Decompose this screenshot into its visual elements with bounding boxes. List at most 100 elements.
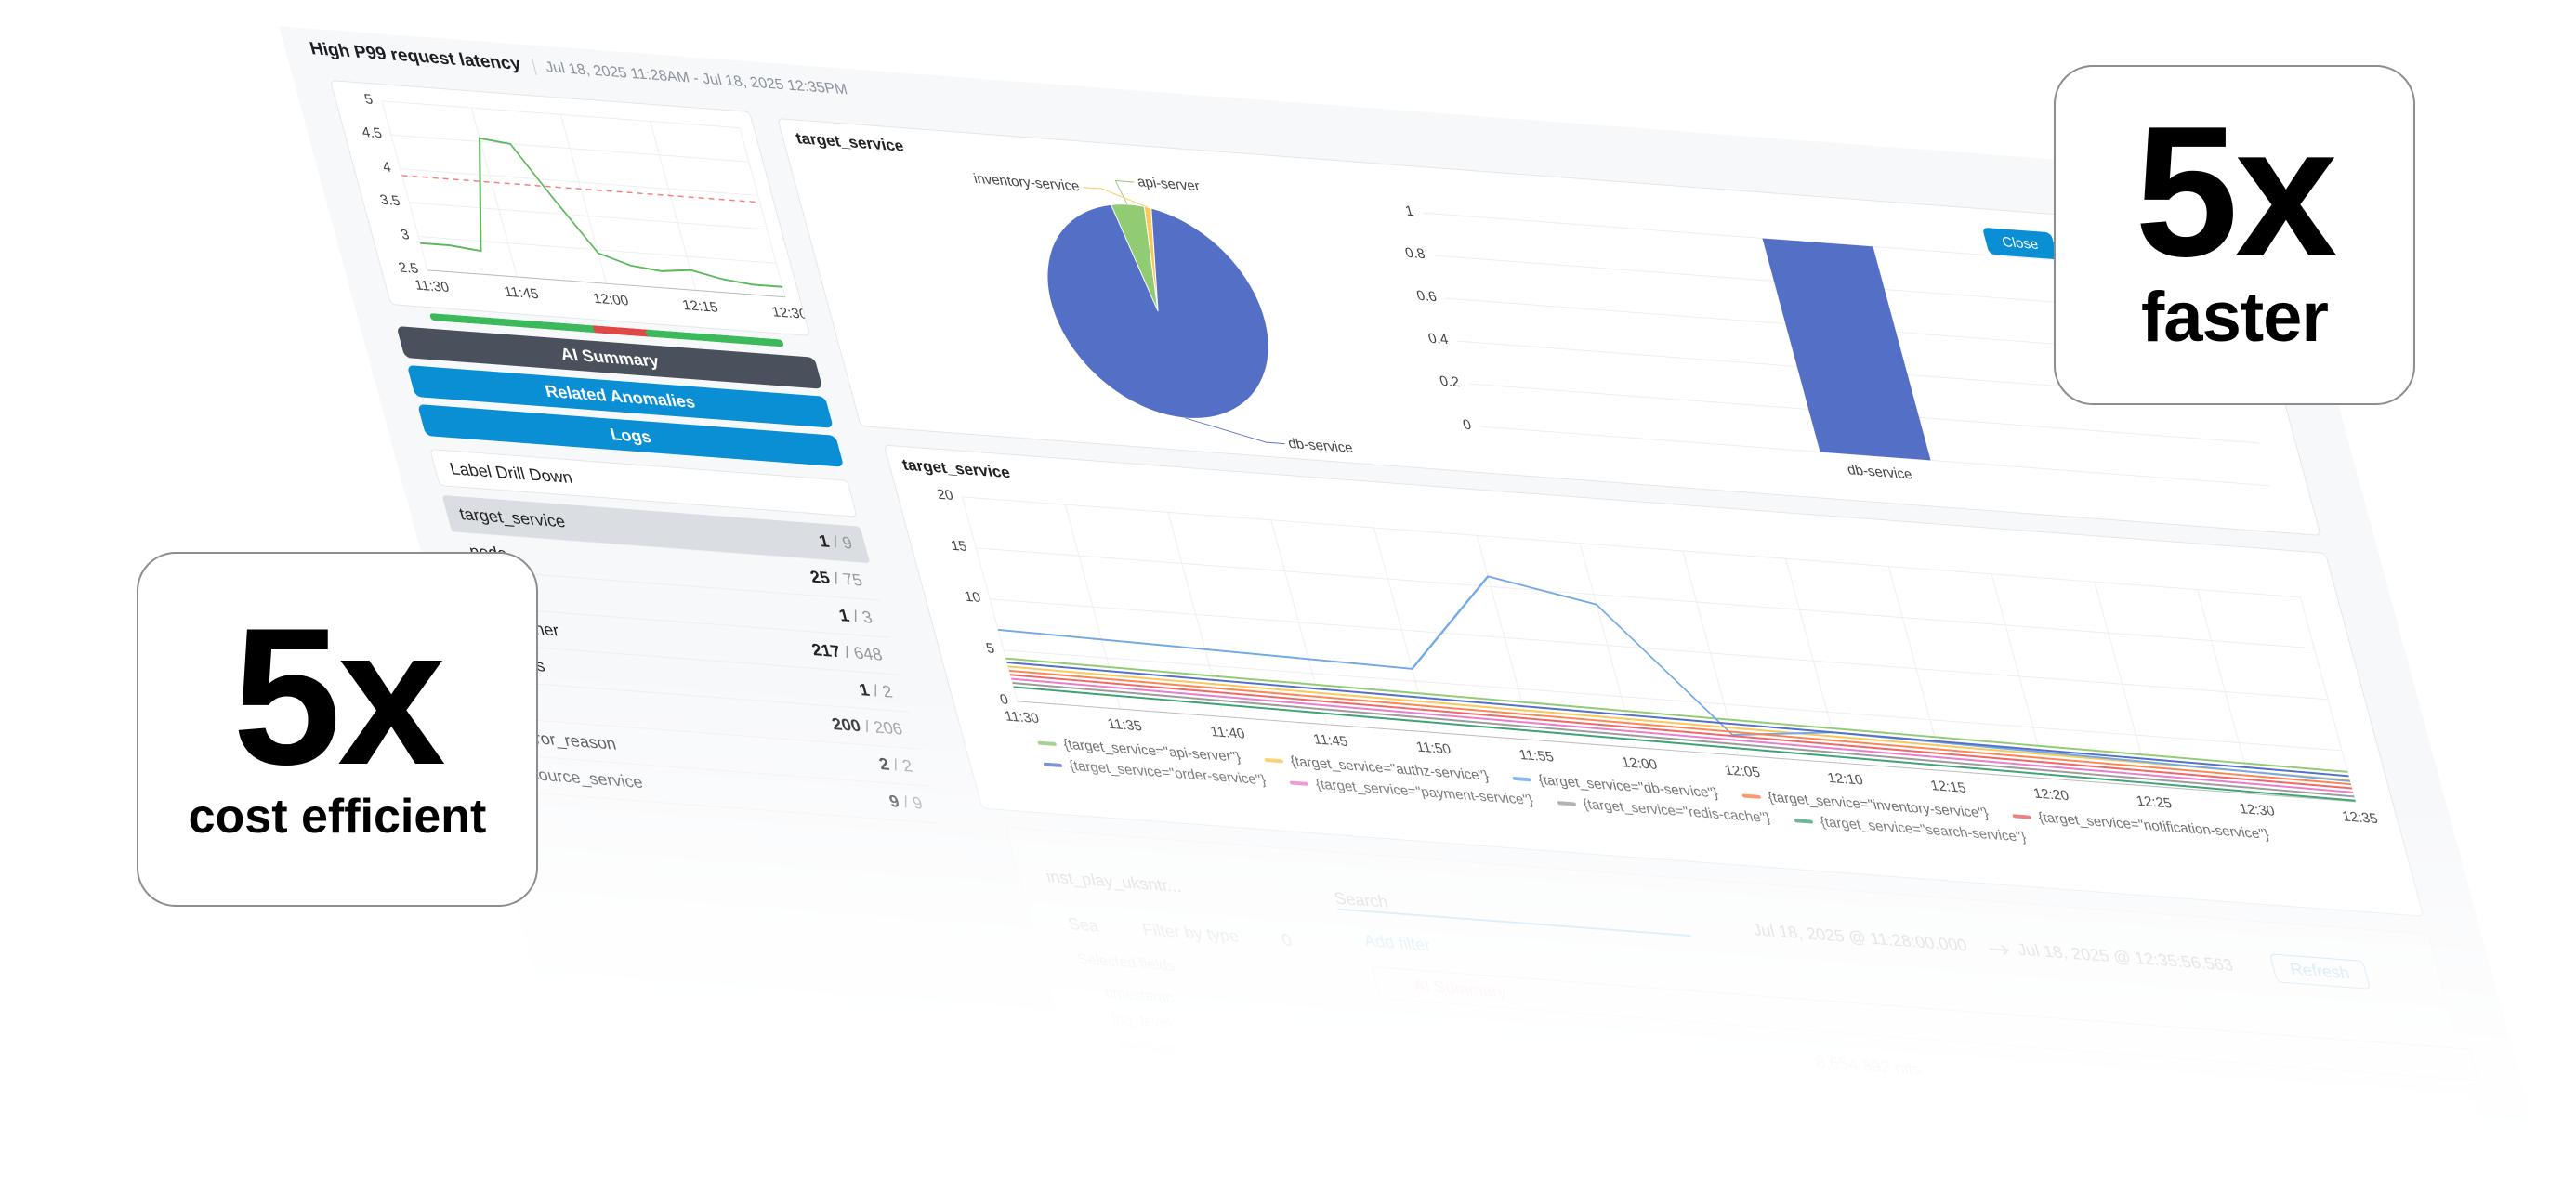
legend-item: {target_service="payment-service"} [1288, 774, 1535, 808]
x-tick-label: 11:55 [1518, 747, 1556, 765]
separator: / [831, 569, 842, 588]
row-count: 1/2 [857, 680, 895, 702]
line-series [1009, 674, 2353, 790]
field-search[interactable]: Sea [1065, 914, 1101, 936]
legend-swatch [1043, 762, 1063, 767]
line-series [1007, 665, 2350, 781]
y-tick-label: 1 [1403, 203, 1415, 219]
separator: / [890, 755, 901, 775]
separator: / [871, 681, 881, 701]
leader-line [1185, 417, 1285, 445]
grid-line [1479, 426, 2271, 487]
x-tick-label: 12:00 [591, 291, 630, 308]
add-filter[interactable]: Add filter [1361, 931, 1433, 955]
search-input[interactable]: Search [1332, 888, 1691, 937]
grid-line [2094, 582, 2150, 787]
pie-chart: api-server inventory-service db-service [972, 171, 1355, 455]
grid-line [559, 114, 608, 284]
x-tick-label: 12:10 [1826, 770, 1865, 788]
y-tick-label: 0 [1461, 417, 1473, 433]
y-tick-label: 20 [935, 487, 954, 504]
count: 1 [816, 531, 832, 551]
separator: / [861, 716, 873, 737]
grid-line [650, 121, 697, 291]
y-tick-label: 10 [963, 589, 982, 606]
grid-line [1682, 550, 1739, 756]
x-tick-label: 11:50 [1414, 740, 1452, 757]
index-select[interactable]: inst_play_uksntr... [1044, 867, 1183, 897]
field-name: message [1117, 1037, 1182, 1058]
x-tick-label: 11:40 [1209, 724, 1247, 741]
x-tick-label: 12:25 [2135, 793, 2174, 811]
field-name: log_level [1110, 1011, 1174, 1032]
total: 2 [880, 681, 895, 701]
legend-swatch [1512, 776, 1532, 781]
health-strip [429, 313, 784, 347]
grid-line [2299, 596, 2357, 802]
bar [1762, 238, 1931, 461]
filter-type[interactable]: Filter by type [1139, 920, 1242, 946]
x-tick-label: 11:35 [1106, 716, 1144, 734]
leader-line [1114, 179, 1135, 205]
total: 206 [871, 717, 905, 739]
x-tick-label: 11:45 [503, 284, 541, 302]
grid-line [976, 547, 2315, 649]
latency-card: 2.5 3 3.5 4 4.5 5 11:30 11:45 12:00 12:15 12:30 [329, 80, 811, 336]
x-tick-label: 11:30 [413, 278, 451, 295]
separator: / [850, 607, 861, 626]
axis [1017, 701, 2357, 803]
row-count: 200/206 [830, 714, 905, 740]
x-tick-label: db-service [1846, 463, 1914, 483]
selected-fields: Selected fields [1075, 951, 1177, 975]
line-series [1012, 682, 2355, 798]
x-tick-label: 12:15 [1929, 778, 1968, 795]
grid-line [1991, 573, 2048, 779]
grid-line [470, 108, 518, 278]
threshold [401, 175, 760, 203]
badge-caption: cost efficient [188, 790, 487, 845]
row-count: 25/75 [808, 568, 865, 591]
count: 1 [836, 606, 851, 625]
time-to[interactable]: Jul 18, 2025 @ 12:35:56.563 [2015, 939, 2236, 976]
legend-item: {target_service="redis-cache"} [1555, 794, 1772, 826]
field-name: timestamp [1103, 985, 1176, 1007]
y-tick-label: 5 [362, 92, 375, 108]
refresh-button[interactable]: Refresh [2268, 953, 2372, 989]
strip-ok [645, 329, 784, 347]
total: 9 [839, 532, 855, 553]
x-tick-label: 11:45 [1311, 732, 1349, 750]
total: 9 [910, 793, 925, 813]
legend-swatch [1264, 757, 1284, 763]
y-tick-label: 3.5 [378, 192, 401, 209]
cost-badge: 5x cost efficient [137, 552, 538, 907]
total: 648 [851, 643, 885, 664]
y-tick-label: 0.2 [1438, 373, 1461, 390]
grid-line [1167, 512, 1224, 717]
x-tick-label: 11:30 [1003, 709, 1041, 727]
line-series [1011, 677, 2354, 793]
time-from[interactable]: Jul 18, 2025 @ 11:28:00.000 [1750, 920, 1969, 955]
line-series [1005, 657, 2348, 773]
row-count: 1/3 [837, 606, 875, 628]
latency-chart: 2.5 3 3.5 4 4.5 5 11:30 11:45 12:00 12:15 12:30 [361, 92, 809, 322]
dashboard: High P99 request latency Jul 18, 2025 11… [279, 26, 2548, 1179]
grid-line [1270, 519, 1327, 725]
total: 75 [840, 570, 865, 590]
grid-line [1003, 649, 2343, 752]
timeseries-chart: 0 5 10 15 20 11:30 11:35 11:40 11:45 11:50 11:55 12… [935, 487, 2379, 827]
arrow [1989, 944, 2010, 956]
line-series [997, 575, 2351, 782]
y-tick-label: 4 [381, 159, 393, 175]
count: 2 [876, 754, 892, 774]
y-tick-label: 15 [949, 538, 968, 555]
legend-swatch [1289, 779, 1309, 786]
legend-item: {target_service="search-service"} [1793, 812, 2028, 845]
line-series [419, 137, 783, 288]
line-series [1013, 686, 2356, 802]
separator: / [842, 642, 852, 662]
hits: 8,654,892 hits [1813, 1052, 1924, 1080]
grid-line [962, 496, 2301, 598]
x-tick-label: 12:00 [1620, 754, 1659, 772]
y-tick-label: 3 [400, 227, 412, 242]
